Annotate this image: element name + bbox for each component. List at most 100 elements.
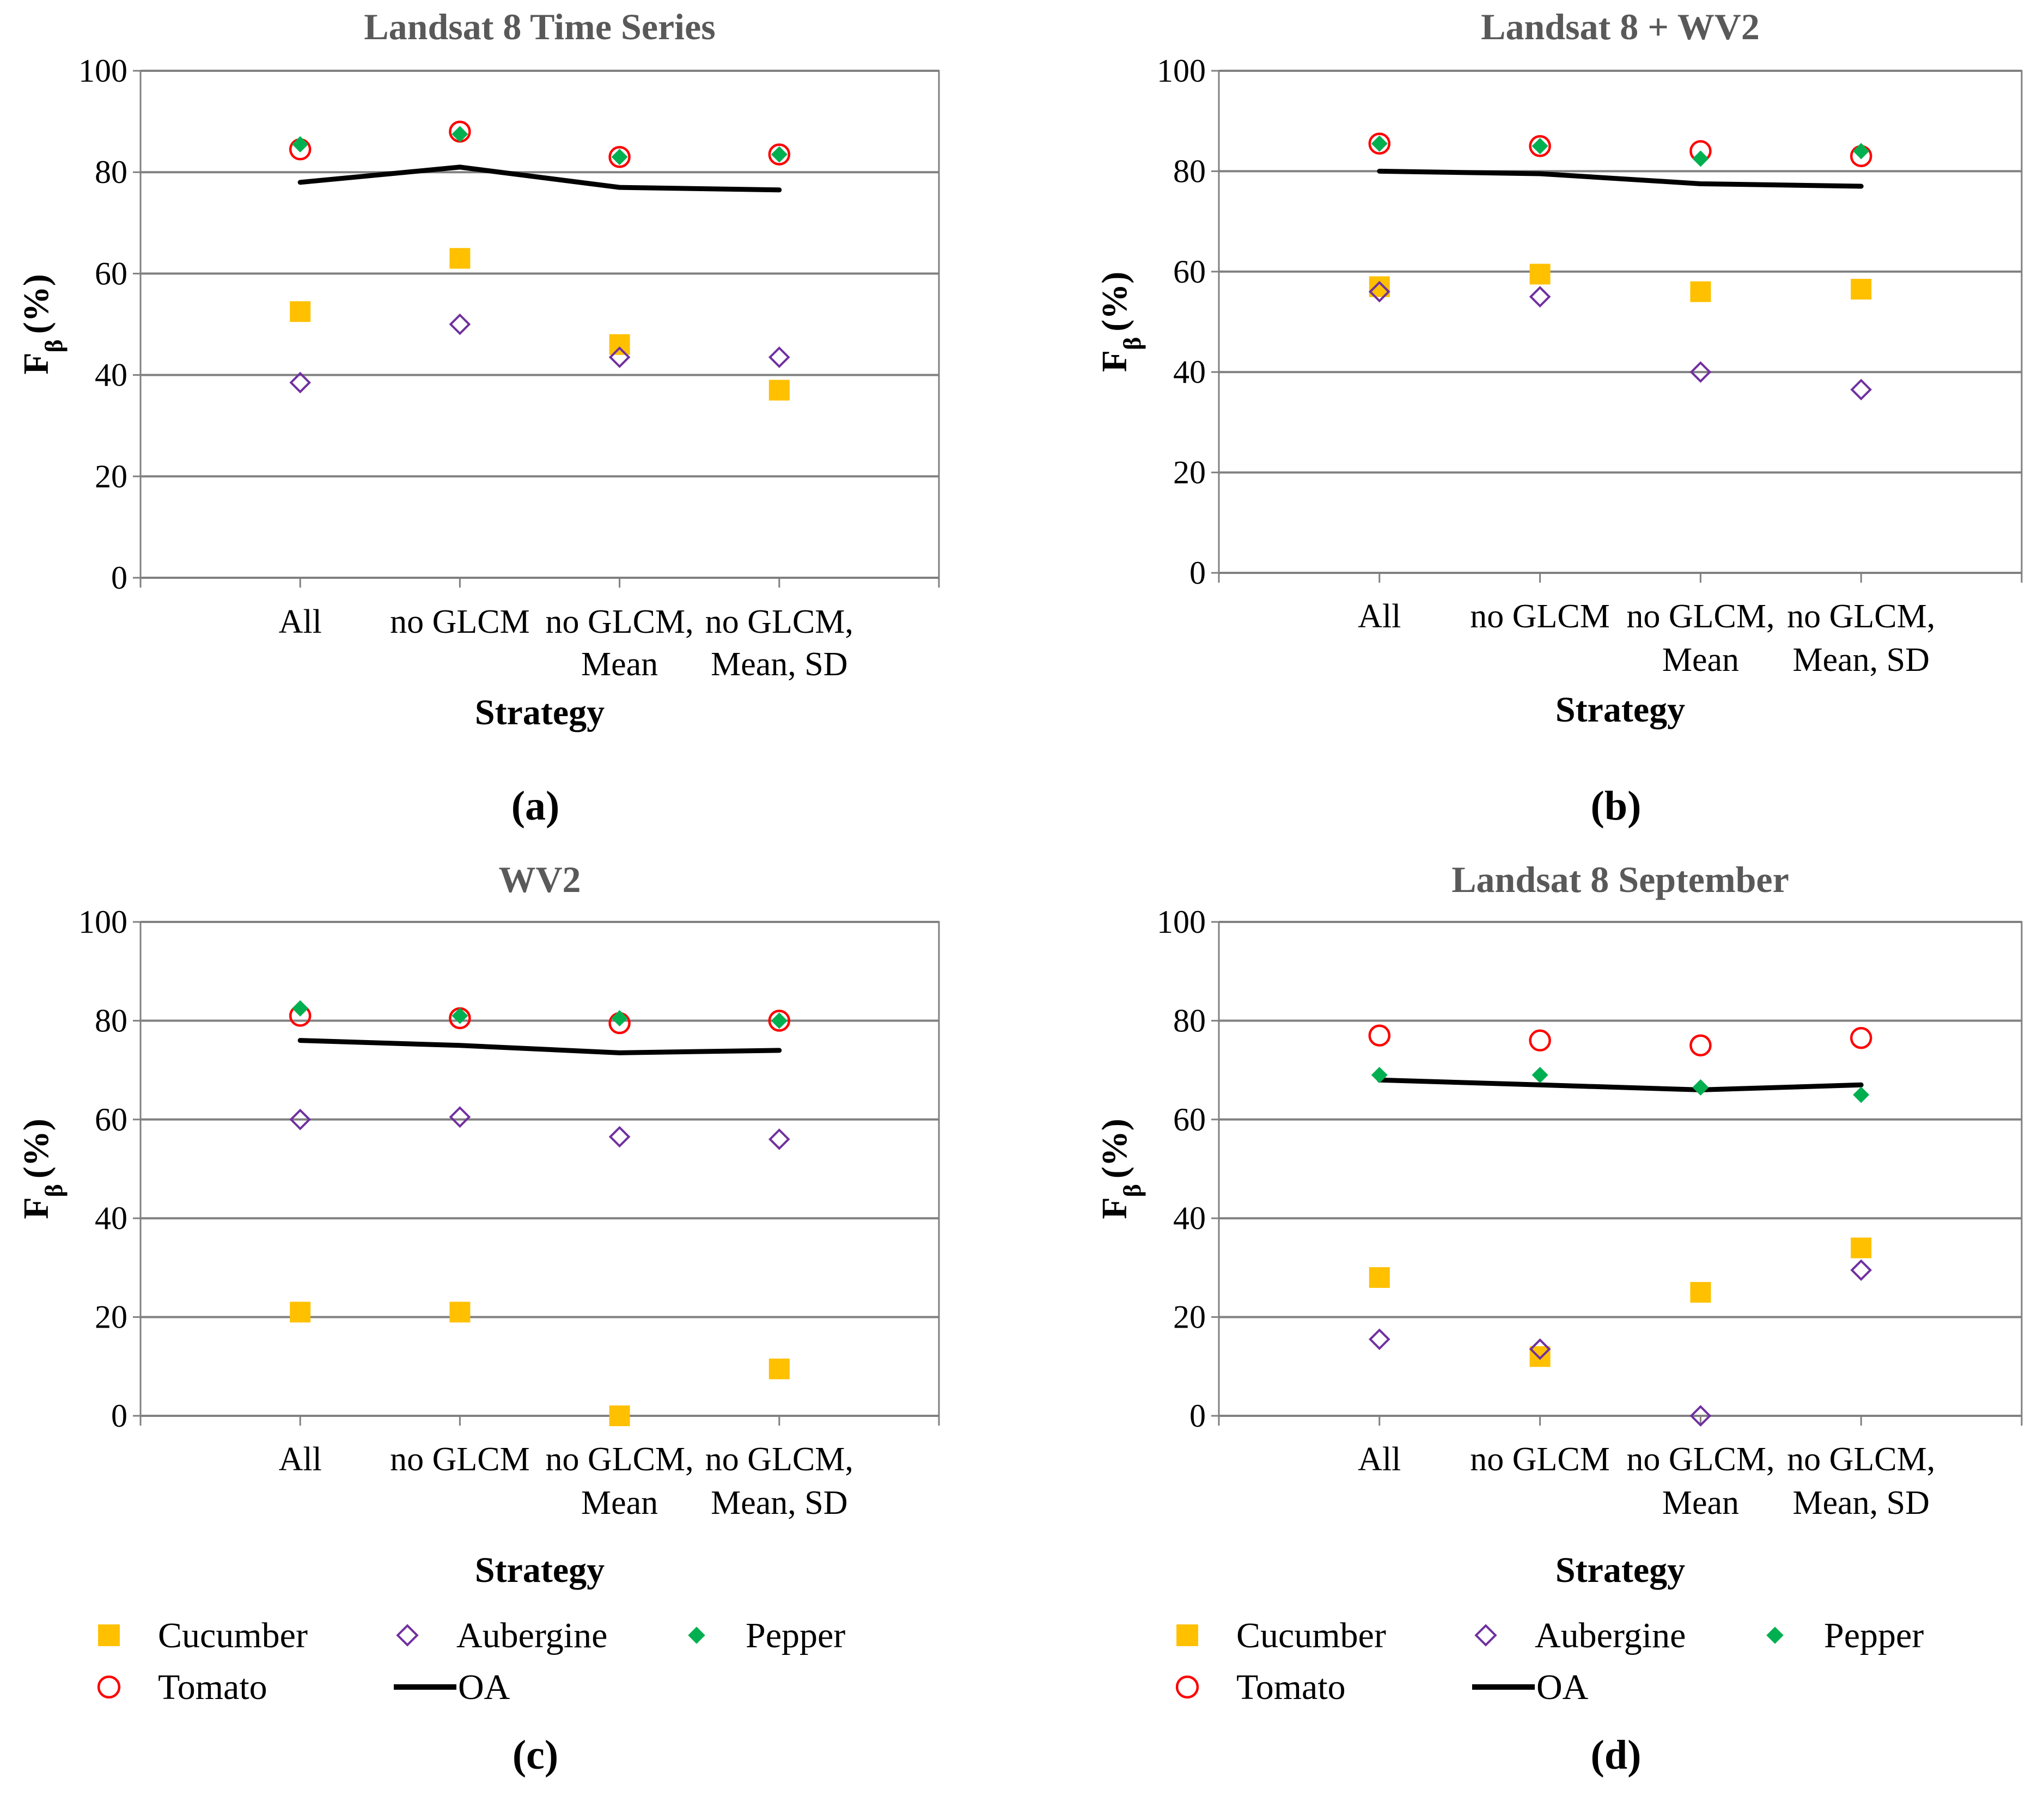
y-tick-label: 80 bbox=[1173, 1003, 1206, 1038]
y-axis-title: Fβ (%) bbox=[1095, 272, 1146, 372]
y-axis-title: Fβ (%) bbox=[16, 274, 68, 375]
pepper-point bbox=[292, 136, 309, 152]
pepper-point bbox=[1371, 1067, 1388, 1084]
oa-line bbox=[297, 1038, 782, 1055]
plot-area bbox=[1218, 70, 2023, 574]
panel-label: (b) bbox=[1591, 783, 1642, 829]
x-tick-label: Mean, SD bbox=[711, 1484, 847, 1521]
series-cucumber bbox=[1369, 264, 1872, 302]
x-axis-title: Strategy bbox=[1555, 690, 1685, 730]
y-axis-title-main: F bbox=[16, 1197, 56, 1219]
y-axis-title-subscript: β bbox=[40, 1184, 68, 1197]
legend-label: Tomato bbox=[158, 1667, 267, 1707]
y-tick-label: 0 bbox=[1189, 555, 1206, 591]
y-axis-title-unit: (%) bbox=[1095, 272, 1134, 332]
aubergine-point bbox=[1850, 1259, 1872, 1281]
x-tick-label: no GLCM, bbox=[546, 1441, 694, 1478]
chart-panel-4: Landsat 8 September 0 20 40 60 80 100 All no GLC… bbox=[1095, 859, 2023, 1778]
tomato-point bbox=[608, 146, 631, 168]
aubergine-point bbox=[1689, 1405, 1712, 1427]
pepper-point bbox=[1853, 143, 1870, 160]
series-aubergine bbox=[289, 1106, 790, 1150]
x-axis-title: Strategy bbox=[475, 1550, 605, 1590]
aubergine-point bbox=[1529, 1338, 1551, 1360]
y-tick-label: 60 bbox=[95, 255, 127, 291]
y-tick-label: 80 bbox=[1173, 153, 1206, 189]
cucumber-point bbox=[1690, 1282, 1711, 1303]
aubergine-point bbox=[1368, 1328, 1390, 1350]
x-tick-label: no GLCM bbox=[1470, 598, 1610, 635]
chart-title: Landsat 8 + WV2 bbox=[1481, 6, 1760, 47]
cucumber-point bbox=[1690, 281, 1711, 302]
x-tick-label: Mean bbox=[1662, 641, 1739, 679]
y-axis-title-subscript: β bbox=[1118, 1184, 1146, 1197]
legend-label: OA bbox=[458, 1667, 510, 1707]
legend-tomato-marker bbox=[97, 1675, 121, 1699]
legend: Cucumber Aubergine Pepper Tomato OA bbox=[97, 1616, 845, 1707]
series-pepper bbox=[1371, 1067, 1870, 1103]
y-tick-label: 40 bbox=[95, 1200, 127, 1236]
aubergine-point bbox=[608, 346, 631, 368]
y-axis-title-main: F bbox=[1095, 350, 1134, 372]
y-tick-label: 0 bbox=[1189, 1398, 1206, 1434]
x-tick-label: All bbox=[1358, 1441, 1401, 1478]
plot-area bbox=[139, 70, 940, 579]
legend-pepper-marker bbox=[1766, 1627, 1784, 1644]
series-tomato bbox=[1368, 1024, 1872, 1056]
aubergine-point bbox=[449, 1106, 471, 1128]
cucumber-point bbox=[768, 1358, 790, 1379]
chart-panel-1: Landsat 8 Time Series 0 20 40 60 80 100 All no G… bbox=[16, 6, 940, 829]
series-tomato bbox=[1368, 132, 1872, 167]
pepper-point bbox=[1532, 1067, 1548, 1084]
pepper-point bbox=[1371, 135, 1388, 152]
series-cucumber bbox=[290, 248, 790, 401]
pepper-point bbox=[1532, 138, 1548, 155]
series-oa bbox=[297, 1038, 782, 1055]
chart-panel-3: WV2 0 20 40 60 80 100 All no GLCM no GLCM, Mean no … bbox=[16, 859, 940, 1778]
legend-pepper-marker bbox=[688, 1627, 705, 1644]
series-aubergine bbox=[289, 313, 790, 394]
x-axis-title: Strategy bbox=[1555, 1550, 1685, 1590]
y-tick-label: 80 bbox=[95, 1003, 127, 1038]
series-aubergine bbox=[1368, 1259, 1872, 1427]
pepper-point bbox=[1692, 1079, 1709, 1096]
plot-area bbox=[139, 921, 940, 1417]
aubergine-point bbox=[1850, 378, 1872, 401]
cucumber-point bbox=[449, 1301, 471, 1323]
legend-label: Aubergine bbox=[456, 1616, 607, 1655]
legend-label: Tomato bbox=[1236, 1667, 1346, 1707]
legend-cucumber-marker bbox=[1176, 1624, 1198, 1646]
aubergine-point bbox=[449, 313, 471, 335]
y-tick-label: 40 bbox=[1173, 354, 1206, 390]
y-tick-label: 60 bbox=[95, 1102, 127, 1138]
legend-label: OA bbox=[1536, 1667, 1589, 1707]
tomato-point bbox=[768, 1010, 791, 1032]
series-cucumber bbox=[290, 1301, 790, 1426]
x-tick-label: Mean bbox=[1662, 1484, 1739, 1521]
x-tick-label: no GLCM bbox=[390, 1441, 530, 1478]
y-tick-label: 20 bbox=[1173, 455, 1206, 491]
cucumber-point bbox=[1369, 1267, 1390, 1288]
tomato-point bbox=[1850, 1026, 1872, 1049]
aubergine-point bbox=[1368, 280, 1390, 303]
x-tick-label: no GLCM, bbox=[705, 603, 853, 640]
cucumber-point bbox=[768, 380, 790, 401]
legend-tomato-marker bbox=[1175, 1675, 1199, 1699]
y-tick-label: 40 bbox=[95, 357, 127, 393]
cucumber-point bbox=[1529, 1346, 1551, 1367]
x-tick-label: no GLCM, bbox=[1626, 598, 1774, 635]
oa-line bbox=[1377, 168, 1864, 189]
cucumber-point bbox=[609, 334, 630, 355]
x-tick-label: All bbox=[1358, 598, 1401, 635]
cucumber-point bbox=[1529, 264, 1551, 285]
y-axis-title-unit: (%) bbox=[16, 274, 56, 334]
series-pepper bbox=[292, 1000, 788, 1029]
cucumber-point bbox=[1851, 1237, 1872, 1258]
aubergine-point bbox=[768, 346, 790, 368]
y-tick-label: 20 bbox=[1173, 1299, 1206, 1335]
chart-title: Landsat 8 September bbox=[1451, 859, 1789, 900]
x-tick-label: Mean, SD bbox=[1792, 1484, 1929, 1521]
series-tomato bbox=[289, 120, 791, 168]
x-tick-label: All bbox=[279, 603, 322, 640]
oa-line bbox=[1377, 1077, 1864, 1092]
